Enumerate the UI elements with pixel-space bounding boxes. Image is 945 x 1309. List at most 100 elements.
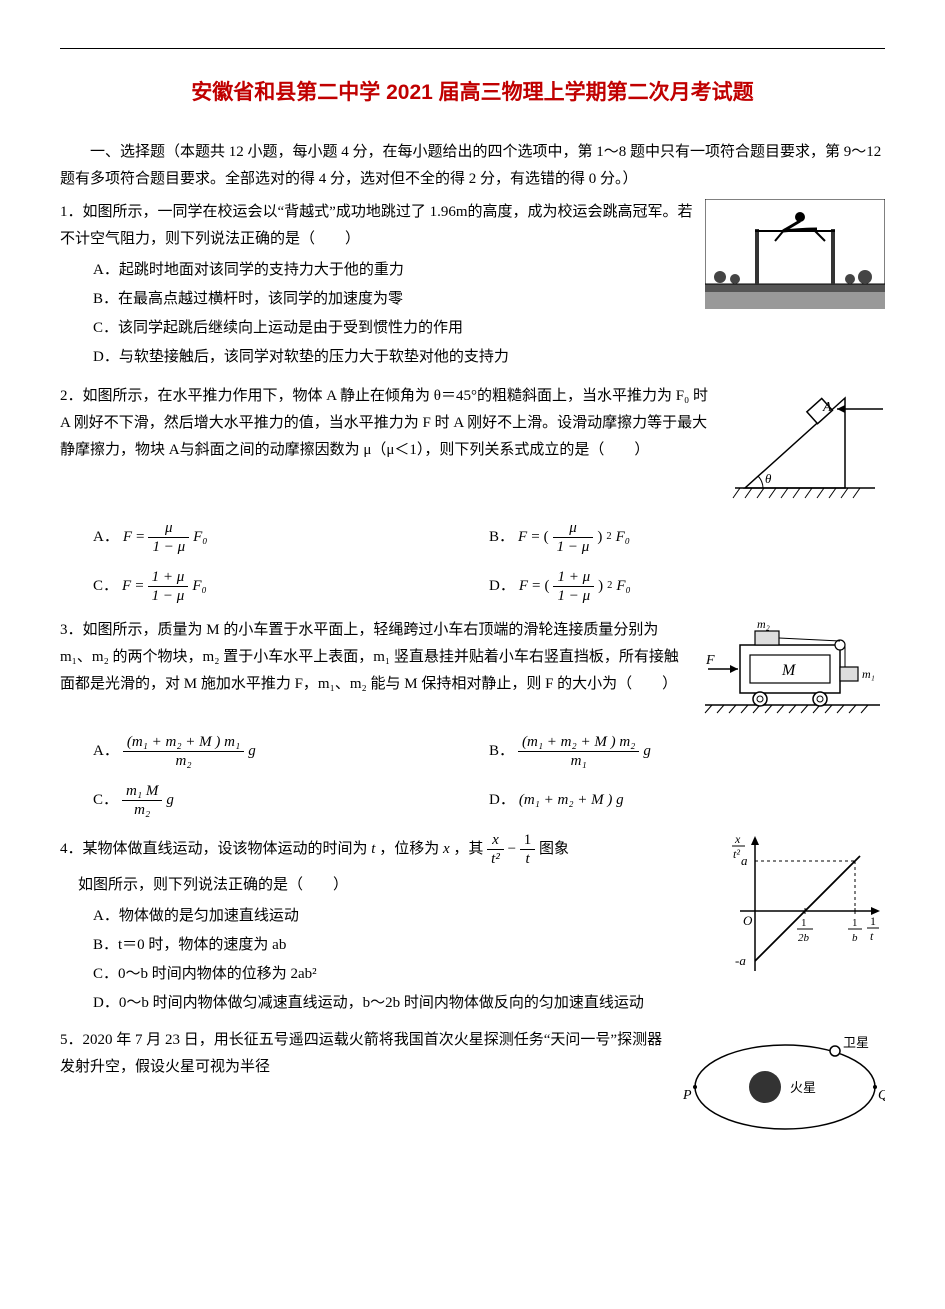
numerator: (m₁ + m₂ + M ) m₂ (518, 733, 639, 752)
numerator: μ (553, 519, 594, 538)
svg-text:b: b (852, 932, 858, 944)
var-g: g (166, 787, 174, 814)
var-f: F (123, 524, 132, 551)
equals-sign: = (531, 524, 539, 551)
q2-options-row-1: A． F = μ1 − μ F₀ B． F = ( μ1 − μ )2 F₀ (60, 519, 885, 556)
q5-label-mars: 火星 (790, 1080, 816, 1095)
q3-figure: m₂ m₁ F M (700, 617, 885, 717)
denominator: m₁ (518, 752, 639, 770)
option-label: D． (489, 787, 515, 814)
q4-label-neg-a: -a (735, 953, 746, 968)
svg-text:t: t (870, 929, 874, 943)
q2-option-a: A． F = μ1 − μ F₀ (93, 519, 489, 556)
numerator: μ (148, 519, 189, 538)
numerator: (m₁ + m₂ + M ) m₁ (123, 733, 244, 752)
stem-text: 图象 (539, 841, 569, 857)
q3-option-d: D． (m₁ + m₂ + M ) g (489, 782, 885, 819)
q3-label-m1: m₁ (862, 667, 875, 681)
fraction: 1t (520, 831, 536, 868)
denominator: 1 − μ (553, 587, 594, 605)
q1-option-d: D．与软垫接触后，该同学对软垫的压力大于软垫对他的支持力 (60, 344, 885, 371)
expression: (m₁ + m₂ + M ) g (519, 787, 624, 814)
stem-text: ，位移为 (375, 841, 443, 857)
option-label: D． (489, 573, 515, 600)
q4-label-o: O (743, 913, 753, 928)
option-label: B． (489, 524, 514, 551)
question-4: x t² 1 t a -a O 1 2b 1 b (60, 831, 885, 1017)
var-f0: F₀ (616, 524, 630, 551)
svg-text:t²: t² (733, 847, 740, 861)
q3-stem: 如图所示，质量为 M 的小车置于水平面上，轻绳跨过小车右顶端的滑轮连接质量分别为… (60, 622, 679, 692)
q5-number: 5． (60, 1032, 83, 1048)
svg-text:1: 1 (852, 917, 858, 929)
var-f: F (519, 573, 528, 600)
stem-text: 某物体做直线运动，设该物体运动的时间为 (83, 841, 372, 857)
q2-option-d: D． F = ( 1 + μ1 − μ )2 F₀ (489, 568, 885, 605)
q2-figure: A θ (725, 383, 885, 503)
denominator: 1 − μ (148, 538, 189, 556)
q1-figure (705, 199, 885, 309)
q3-option-a: A． (m₁ + m₂ + M ) m₁m₂ g (93, 733, 489, 770)
question-3: m₂ m₁ F M 3．如图所示，质量为 M 的小车置于水平面上，轻绳跨过小车右… (60, 617, 885, 819)
question-1: 1．如图所示，一同学在校运会以“背越式”成功地跳过了 1.96m的高度，成为校运… (60, 199, 885, 373)
q5-figure: 卫星 火星 P Q (680, 1027, 885, 1137)
q3-options-row-2: C． m₁ Mm₂ g D． (m₁ + m₂ + M ) g (60, 782, 885, 819)
minus-sign: − (508, 841, 516, 857)
equals-sign: = (136, 524, 144, 551)
q3-label-f: F (705, 653, 715, 668)
option-label: A． (93, 738, 119, 765)
var-g: g (643, 738, 651, 765)
option-label: A． (93, 524, 119, 551)
q3-label-m: M (781, 662, 797, 679)
option-label: C． (93, 573, 118, 600)
q2-option-c: C． F = 1 + μ1 − μ F₀ (93, 568, 489, 605)
option-label: C． (93, 787, 118, 814)
q3-options-row-1: A． (m₁ + m₂ + M ) m₁m₂ g B． (m₁ + m₂ + M… (60, 733, 885, 770)
numerator: 1 + μ (148, 568, 189, 587)
fraction: (m₁ + m₂ + M ) m₂m₁ (518, 733, 639, 770)
q2-number: 2． (60, 388, 83, 404)
q2-label-theta: θ (765, 471, 772, 486)
svg-text:x: x (734, 832, 741, 846)
var-x: x (443, 841, 450, 857)
exponent: 2 (606, 528, 611, 547)
var-f: F (518, 524, 527, 551)
numerator: 1 (520, 831, 536, 850)
q3-number: 3． (60, 622, 83, 638)
exam-title: 安徽省和县第二中学 2021 届高三物理上学期第二次月考试题 (60, 74, 885, 112)
q1-stem: 如图所示，一同学在校运会以“背越式”成功地跳过了 1.96m的高度，成为校运会跳… (60, 204, 693, 247)
q2-option-b: B． F = ( μ1 − μ )2 F₀ (489, 519, 885, 556)
equals-sign: = (532, 573, 540, 600)
svg-text:2b: 2b (798, 932, 810, 944)
q3-option-c: C． m₁ Mm₂ g (93, 782, 489, 819)
q2-label-a: A (822, 400, 832, 415)
q4-stem-line-1: 4．某物体做直线运动，设该物体运动的时间为 t ，位移为 x ，其 xt² − … (60, 831, 715, 868)
stem-text: ，其 (450, 841, 488, 857)
q2-stem: 如图所示，在水平推力作用下，物体 A 静止在倾角为 θ＝45°的粗糙斜面上，当水… (60, 388, 708, 458)
var-f0: F₀ (616, 573, 630, 600)
q1-option-c: C．该同学起跳后继续向上运动是由于受到惯性力的作用 (60, 315, 885, 342)
q1-number: 1． (60, 204, 83, 220)
paren-close: ) (597, 524, 602, 551)
var-f0: F₀ (193, 524, 207, 551)
paren-open: ( (544, 524, 549, 551)
q5-stem: 2020 年 7 月 23 日，用长征五号遥四运载火箭将我国首次火星探测任务“天… (60, 1032, 662, 1075)
denominator: 1 − μ (148, 587, 189, 605)
equals-sign: = (135, 573, 143, 600)
numerator: x (487, 831, 504, 850)
q4-option-d: D．0～b 时间内物体做匀减速直线运动，b～2b 时间内物体做反向的匀加速直线运… (60, 990, 885, 1017)
q4-label-a: a (741, 853, 748, 868)
denominator: t² (487, 850, 504, 868)
top-rule (60, 48, 885, 49)
var-f: F (122, 573, 131, 600)
var-g: g (248, 738, 256, 765)
option-label: B． (489, 738, 514, 765)
svg-text:1: 1 (801, 917, 807, 929)
q4-stem-line-2: 如图所示，则下列说法正确的是（ ） (60, 872, 715, 899)
fraction: μ1 − μ (553, 519, 594, 556)
q4-figure: x t² 1 t a -a O 1 2b 1 b (725, 831, 885, 986)
q3-option-b: B． (m₁ + m₂ + M ) m₂m₁ g (489, 733, 885, 770)
fraction: m₁ Mm₂ (122, 782, 162, 819)
section-instructions: 一、选择题（本题共 12 小题，每小题 4 分，在每小题给出的四个选项中，第 1… (60, 139, 885, 193)
var-f0: F₀ (192, 573, 206, 600)
